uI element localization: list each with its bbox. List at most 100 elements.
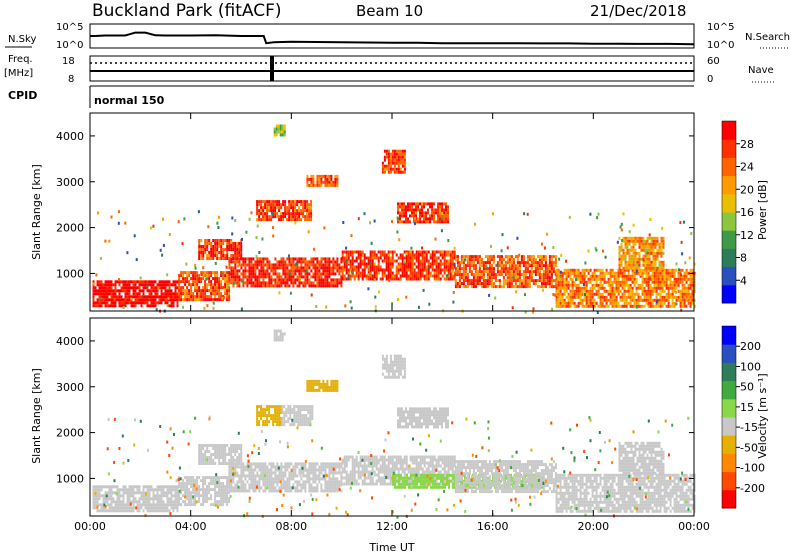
power-colorbar-swatch	[722, 121, 736, 140]
power-colorbar-swatch	[722, 193, 736, 213]
y-tick-label: 3000	[56, 176, 84, 189]
velocity-colorbar-swatch	[722, 417, 736, 436]
freq-tick-bottom: 8	[68, 74, 74, 85]
y-tick-label: 1000	[56, 267, 84, 280]
scatter-region-4	[454, 255, 557, 289]
power-panel: 1000 2000 3000 4000 Slant Range [km]	[30, 112, 696, 314]
scatter-region-12	[618, 236, 665, 270]
velocity-colorbar-tick-label: 100	[740, 360, 761, 373]
power-axes: 1000 2000 3000 4000	[56, 113, 695, 311]
scatter-region-11	[381, 354, 406, 379]
scatter-region-9	[281, 405, 314, 427]
time-axis-label: Time UT	[368, 541, 414, 554]
nsky-tick-bottom: 10^0	[56, 40, 83, 51]
velocity-colorbar-tick-label: 15	[740, 401, 754, 414]
scatter-region-10	[306, 379, 339, 392]
scatter-region-9	[381, 149, 406, 174]
x-tick-label: 20:00	[577, 520, 609, 533]
y-tick-label: 4000	[56, 130, 84, 143]
nsky-series-line	[90, 31, 695, 46]
power-colorbar-swatch	[722, 284, 736, 304]
cpid-value: normal 150	[94, 94, 165, 107]
velocity-colorbar-swatch	[722, 471, 736, 491]
velocity-colorbar-swatch	[722, 326, 736, 345]
scatter-region-7	[198, 444, 243, 465]
nsearch-tick-top: 10^5	[707, 22, 734, 33]
velocity-colorbar-tick-label: 200	[740, 340, 761, 353]
velocity-colorbar-swatch	[722, 362, 736, 382]
scatter-region-0	[92, 485, 179, 513]
power-colorbar-tick-label: 24	[740, 161, 754, 174]
freq-tick-top: 18	[62, 56, 75, 67]
power-colorbar-label: Power [dB]	[756, 180, 769, 240]
scatter-region-5	[555, 268, 696, 308]
power-cells	[92, 124, 696, 314]
power-colorbar-swatch	[722, 248, 736, 268]
velocity-colorbar-swatch	[722, 453, 736, 473]
power-colorbar-tick-label: 28	[740, 138, 754, 151]
y-tick-label: 2000	[56, 222, 84, 235]
scatter-region-0	[92, 280, 179, 308]
power-colorbar-swatch	[722, 212, 736, 231]
date-title: 21/Dec/2018	[590, 2, 686, 20]
freq-panel: Freq. [MHz] 18 8 60 0 Nave	[4, 54, 776, 85]
velocity-colorbar-tick-label: -100	[740, 462, 765, 475]
power-colorbar-tick-label: 4	[740, 274, 747, 287]
velocity-axes: 1000 2000 3000 4000 00:00 04:00 08:00 12:00 16:0…	[56, 318, 710, 533]
scatter-region-14	[618, 441, 665, 475]
velocity-colorbar-label: Velocity [m s⁻¹]	[756, 373, 769, 458]
power-colorbar: 4 8 12 16 20 24 28 Power [dB]	[721, 120, 769, 304]
nave-tick-top: 60	[707, 56, 720, 67]
x-tick-label: 08:00	[275, 520, 307, 533]
nsearch-tick-bottom: 10^0	[707, 40, 734, 51]
freq-label: Freq.	[8, 54, 33, 65]
velocity-colorbar-tick-label: -15	[740, 421, 758, 434]
velocity-colorbar: -200 -100 -50 -15 15 50 100 200 Velocity [m s⁻¹…	[721, 325, 769, 509]
scatter-region-7	[256, 200, 313, 222]
power-y-label: Slant Range [km]	[30, 164, 43, 260]
x-tick-label: 04:00	[175, 520, 207, 533]
velocity-colorbar-tick-label: 50	[740, 381, 754, 394]
freq-unit: [MHz]	[4, 68, 33, 79]
cpid-label: CPID	[8, 89, 37, 102]
y-tick-label: 2000	[56, 427, 84, 440]
scatter-region-10	[397, 202, 449, 224]
scatter-region-5	[454, 460, 557, 494]
power-colorbar-tick-label: 16	[740, 206, 754, 219]
freq-gap-marker	[270, 56, 274, 81]
velocity-cells	[92, 329, 696, 519]
velocity-colorbar-swatch	[722, 344, 736, 363]
scatter-region-2	[228, 462, 343, 493]
x-tick-label: 00:00	[74, 520, 106, 533]
cpid-panel: CPID normal 150	[8, 85, 694, 108]
scatter-region-12	[397, 407, 449, 429]
power-colorbar-tick-label: 8	[740, 252, 747, 265]
nave-tick-bottom: 0	[707, 74, 713, 85]
x-tick-label: 16:00	[477, 520, 509, 533]
scatter-region-6	[198, 239, 243, 260]
nsky-panel: N.Sky 10^5 10^0 10^5 10^0 N.Search	[5, 22, 790, 51]
power-colorbar-swatch	[722, 175, 736, 195]
scatter-region-13	[273, 329, 286, 342]
scatter-region-3	[341, 250, 456, 281]
nsearch-label: N.Search	[745, 32, 790, 43]
x-tick-label: 12:00	[376, 520, 408, 533]
y-tick-label: 3000	[56, 381, 84, 394]
scatter-region-1	[178, 271, 231, 302]
station-title: Buckland Park (fitACF)	[92, 1, 282, 21]
velocity-colorbar-tick-label: -50	[740, 441, 758, 454]
power-colorbar-swatch	[722, 139, 736, 158]
scatter-region-8	[256, 405, 283, 427]
scatter-region-6	[555, 473, 696, 513]
y-tick-label: 1000	[56, 472, 84, 485]
x-tick-label: 00:00	[678, 520, 710, 533]
power-colorbar-swatch	[722, 157, 736, 177]
nsky-label: N.Sky	[8, 34, 36, 45]
velocity-y-label: Slant Range [km]	[30, 368, 43, 464]
scatter-speckles	[94, 415, 690, 519]
scatter-region-8	[306, 174, 339, 187]
power-colorbar-swatch	[722, 266, 736, 286]
power-colorbar-swatch	[722, 230, 736, 249]
velocity-colorbar-swatch	[722, 398, 736, 418]
